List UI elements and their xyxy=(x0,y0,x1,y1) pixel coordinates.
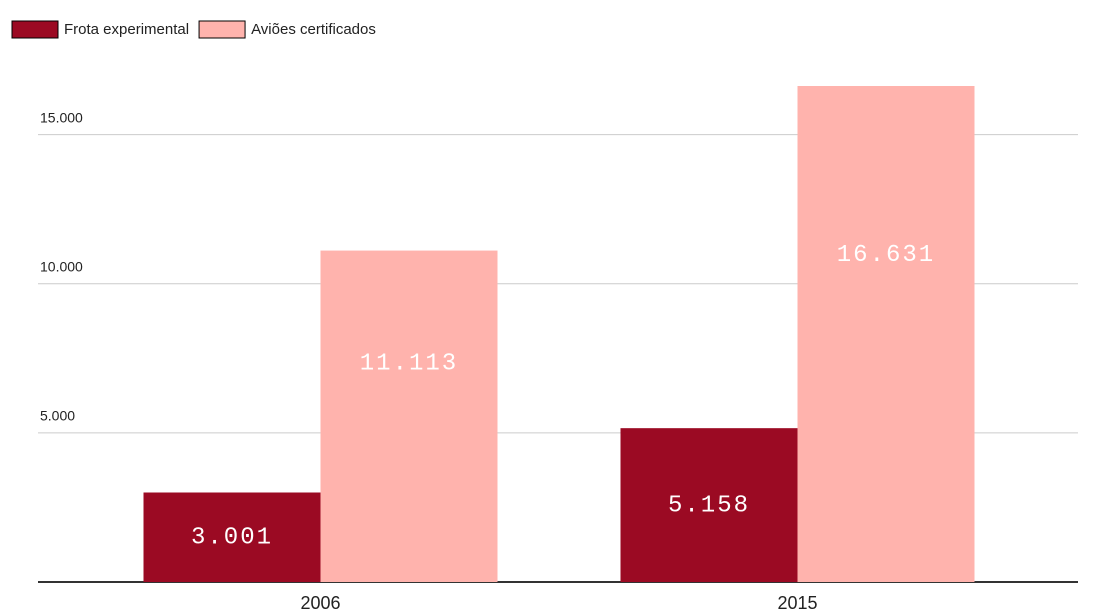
data-label: 11.113 xyxy=(360,351,458,378)
legend-swatch xyxy=(198,20,246,39)
y-tick-label: 10.000 xyxy=(40,258,83,274)
legend-label: Frota experimental xyxy=(64,21,189,38)
data-label: 5.158 xyxy=(668,492,750,519)
y-tick-label: 5.000 xyxy=(40,408,75,424)
x-tick-label: 2015 xyxy=(777,593,817,613)
bar xyxy=(620,428,798,582)
bar xyxy=(320,250,498,583)
x-tick-label: 2006 xyxy=(300,593,340,613)
bar xyxy=(797,86,975,582)
y-tick-label: 15.000 xyxy=(40,109,83,125)
data-label: 3.001 xyxy=(191,525,273,552)
legend-swatch xyxy=(11,20,59,39)
data-label: 16.631 xyxy=(837,242,935,269)
legend-label: Aviões certificados xyxy=(251,21,376,38)
bar xyxy=(143,492,321,582)
